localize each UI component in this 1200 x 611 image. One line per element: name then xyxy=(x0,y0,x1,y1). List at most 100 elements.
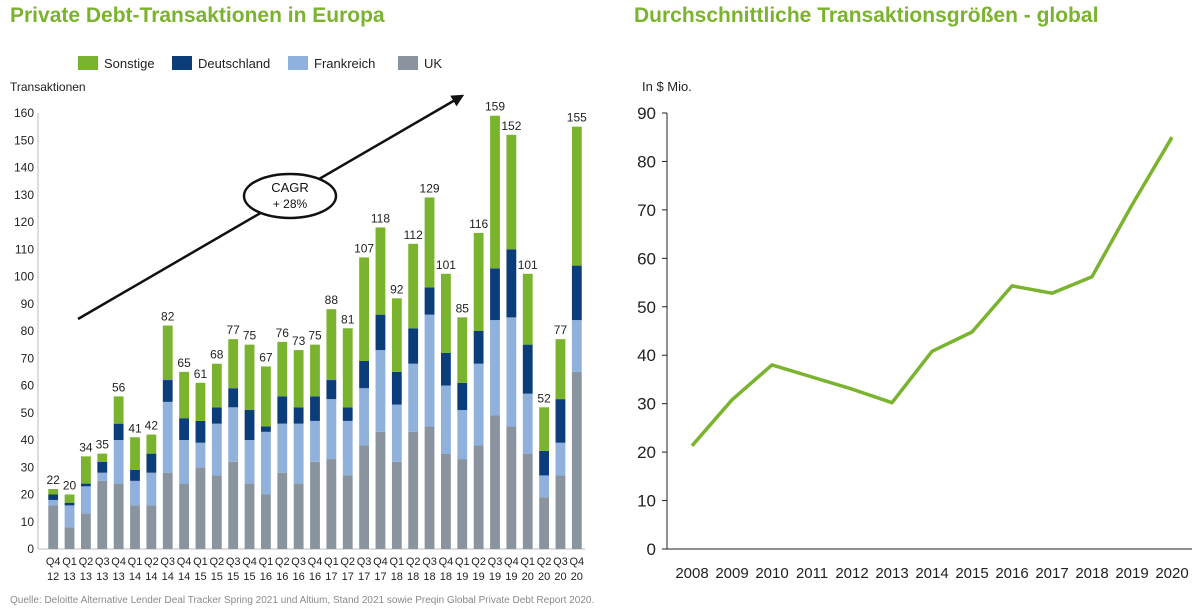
x-tick-label-quarter: Q4 xyxy=(308,556,323,568)
bar-total-label: 75 xyxy=(308,329,322,343)
x-tick-label-year: 14 xyxy=(178,571,190,583)
bar-segment-sonstige xyxy=(408,243,419,329)
y-tick-label: 50 xyxy=(21,406,35,420)
y-tick-label: 30 xyxy=(21,460,35,474)
bar-segment-sonstige xyxy=(359,257,369,361)
bar-segment-uk xyxy=(97,480,108,549)
y-tick-label: 130 xyxy=(14,188,34,202)
bar-total-label: 77 xyxy=(227,323,241,337)
bar-total-label: 155 xyxy=(567,111,587,125)
bar-segment-uk xyxy=(277,472,288,549)
bar-segment-uk xyxy=(522,453,533,549)
bar-segment-frankreich xyxy=(408,363,419,432)
bar-segment-sonstige xyxy=(146,434,157,454)
bar-segment-deutschland xyxy=(539,450,549,476)
bar-segment-frankreich xyxy=(244,440,255,484)
bar-segment-deutschland xyxy=(195,420,206,443)
bar-segment-uk xyxy=(293,483,304,549)
bar-segment-sonstige xyxy=(293,350,304,408)
line-x-tick-label: 2014 xyxy=(915,565,948,582)
bar-segment-frankreich xyxy=(441,385,451,454)
legend-label-uk: UK xyxy=(424,56,442,71)
bar-segment-sonstige xyxy=(539,407,549,451)
bar-total-label: 92 xyxy=(390,282,404,296)
line-y-tick-label: 10 xyxy=(637,492,656,511)
bar-segment-uk xyxy=(179,483,189,549)
line-series xyxy=(690,136,1174,447)
bar-segment-uk xyxy=(64,527,75,549)
x-tick-label-year: 17 xyxy=(342,571,354,583)
y-tick-label: 90 xyxy=(21,297,35,311)
x-tick-label-quarter: Q2 xyxy=(144,556,159,568)
bar-segment-deutschland xyxy=(293,407,304,424)
bar-segment-frankreich xyxy=(261,431,271,495)
line-y-axis-label: In $ Mio. xyxy=(642,79,692,94)
bar-segment-frankreich xyxy=(64,505,75,528)
bar-segment-frankreich xyxy=(113,440,124,484)
x-tick-label-year: 18 xyxy=(423,571,435,583)
bar-segment-sonstige xyxy=(179,371,189,419)
bar-total-label: 81 xyxy=(341,312,355,326)
bar-segment-deutschland xyxy=(113,423,124,440)
x-tick-label-quarter: Q3 xyxy=(160,556,175,568)
bar-segment-uk xyxy=(555,475,566,549)
x-tick-label-quarter: Q2 xyxy=(79,556,94,568)
x-tick-label-quarter: Q2 xyxy=(537,556,552,568)
bar-segment-uk xyxy=(424,426,435,549)
line-x-tick-label: 2018 xyxy=(1075,565,1108,582)
x-tick-label-quarter: Q2 xyxy=(275,556,290,568)
bar-segment-sonstige xyxy=(97,453,108,462)
bar-total-label: 118 xyxy=(371,211,390,225)
x-tick-label-quarter: Q1 xyxy=(455,556,470,568)
bar-segment-frankreich xyxy=(391,404,402,462)
bar-segment-sonstige xyxy=(424,197,435,288)
line-y-tick-label: 60 xyxy=(637,249,656,268)
bar-segment-deutschland xyxy=(473,331,484,364)
bar-segment-deutschland xyxy=(441,352,451,386)
bar-segment-frankreich xyxy=(555,442,566,476)
bar-segment-deutschland xyxy=(326,380,337,400)
bar-segment-uk xyxy=(261,494,271,549)
bar-segment-uk xyxy=(359,445,369,549)
bar-segment-deutschland xyxy=(130,469,140,481)
x-tick-label-quarter: Q2 xyxy=(406,556,421,568)
x-tick-label-year: 18 xyxy=(407,571,419,583)
bar-segment-uk xyxy=(473,445,484,549)
bar-segment-uk xyxy=(211,475,222,549)
bar-segment-frankreich xyxy=(473,363,484,446)
bar-segment-frankreich xyxy=(490,320,500,416)
x-tick-label-year: 13 xyxy=(80,571,92,583)
bar-segment-uk xyxy=(130,505,140,549)
bar-total-label: 41 xyxy=(128,421,142,435)
line-x-tick-label: 2010 xyxy=(755,565,788,582)
x-tick-label-year: 15 xyxy=(194,571,206,583)
x-tick-label-quarter: Q1 xyxy=(128,556,143,568)
line-x-tick-label: 2019 xyxy=(1115,565,1148,582)
legend-swatch-deutschland xyxy=(172,56,192,70)
bar-total-label: 73 xyxy=(292,334,306,348)
bar-segment-sonstige xyxy=(130,437,140,470)
line-x-tick-label: 2020 xyxy=(1155,565,1188,582)
bar-segment-sonstige xyxy=(555,339,566,400)
y-tick-label: 60 xyxy=(21,379,35,393)
left-chart-title: Private Debt-Transaktionen in Europa xyxy=(10,4,385,27)
bar-total-label: 152 xyxy=(501,119,521,133)
bar-segment-sonstige xyxy=(473,232,484,331)
line-x-tick-label: 2015 xyxy=(955,565,988,582)
bar-segment-deutschland xyxy=(228,388,239,408)
x-tick-label-quarter: Q3 xyxy=(357,556,372,568)
x-tick-label-year: 20 xyxy=(538,571,550,583)
x-tick-label-quarter: Q4 xyxy=(46,556,61,568)
bar-segment-sonstige xyxy=(48,489,59,495)
bar-total-label: 22 xyxy=(47,473,61,487)
bar-segment-sonstige xyxy=(490,115,500,269)
bar-total-label: 129 xyxy=(420,181,440,195)
bar-segment-sonstige xyxy=(261,366,271,427)
bar-segment-deutschland xyxy=(48,494,59,500)
legend-label-deutschland: Deutschland xyxy=(198,56,270,71)
y-tick-label: 160 xyxy=(14,106,34,120)
line-y-tick-label: 70 xyxy=(637,201,656,220)
x-tick-label-quarter: Q3 xyxy=(95,556,110,568)
x-tick-label-year: 14 xyxy=(162,571,174,583)
